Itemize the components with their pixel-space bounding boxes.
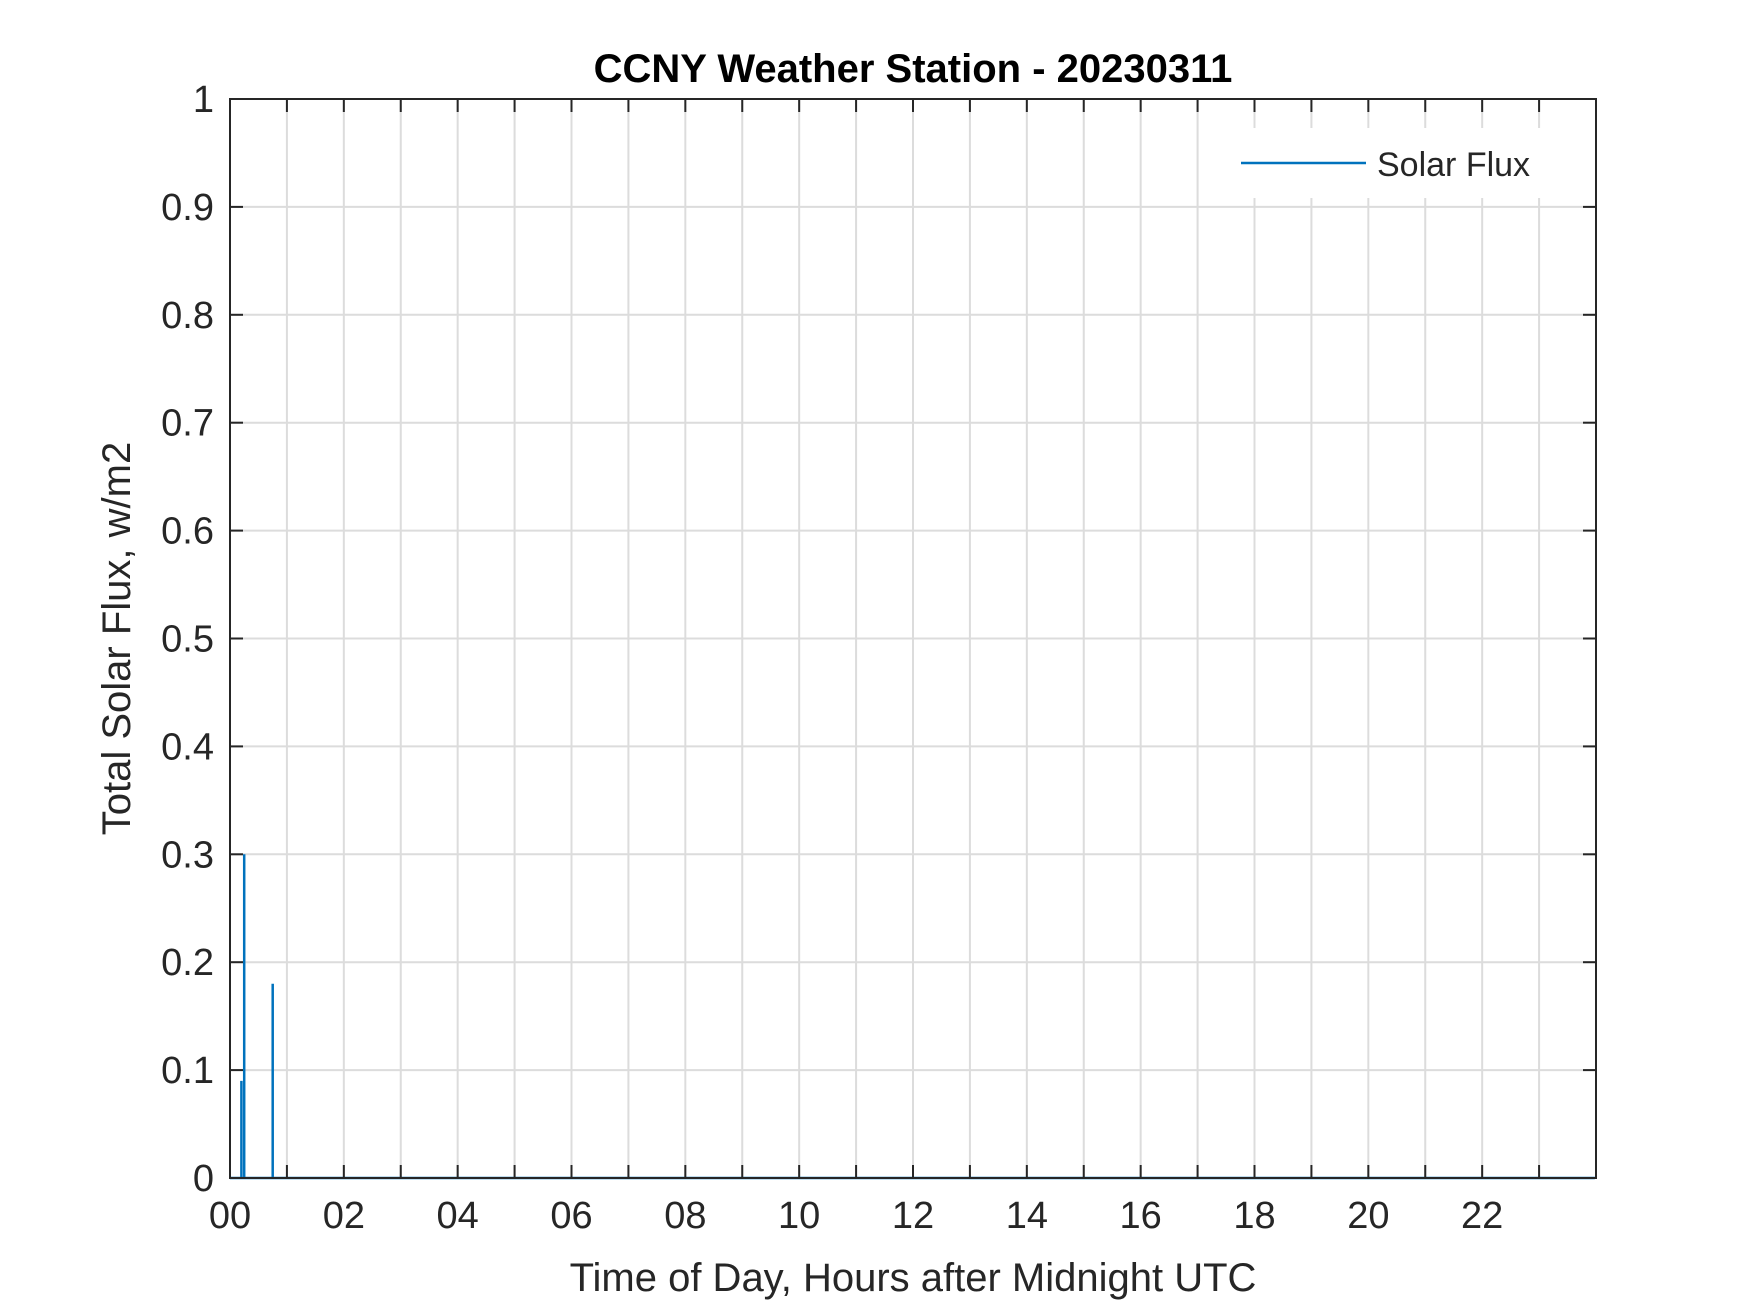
axes-box: [229, 98, 1597, 1179]
x-tick-label: 00: [209, 1195, 251, 1237]
x-tick-label: 18: [1233, 1195, 1275, 1237]
axis-ticks: [229, 98, 1596, 1179]
x-tick-label: 12: [892, 1195, 934, 1237]
chart-title: CCNY Weather Station - 20230311: [594, 47, 1233, 91]
x-axis-label: Time of Day, Hours after Midnight UTC: [570, 1256, 1257, 1300]
y-tick-label: 0.7: [161, 403, 214, 445]
x-tick-label: 20: [1347, 1195, 1389, 1237]
legend: Solar Flux: [1228, 128, 1558, 198]
legend-label-solar-flux: Solar Flux: [1377, 146, 1530, 184]
x-tick-label: 08: [664, 1195, 706, 1237]
x-tick-label: 14: [1006, 1195, 1048, 1237]
y-tick-label: 0: [193, 1158, 214, 1200]
y-tick-label: 0.6: [161, 511, 214, 553]
tick-labels: 00 02 04 06 08 10 12 14 16 18 20 22 0 0.1 0.2 0.3 0.4 0.5…: [161, 79, 1503, 1237]
y-tick-label: 0.3: [161, 834, 214, 876]
grid: [230, 99, 1596, 1178]
x-tick-label: 04: [437, 1195, 479, 1237]
x-tick-label: 10: [778, 1195, 820, 1237]
y-tick-label: 0.2: [161, 942, 214, 984]
x-tick-label: 16: [1120, 1195, 1162, 1237]
x-tick-label: 22: [1461, 1195, 1503, 1237]
x-tick-label: 06: [550, 1195, 592, 1237]
y-tick-label: 0.8: [161, 295, 214, 337]
y-tick-label: 1: [193, 79, 214, 121]
y-tick-label: 0.4: [161, 726, 214, 768]
y-tick-label: 0.5: [161, 619, 214, 661]
y-axis-label: Total Solar Flux, w/m2: [95, 442, 139, 835]
y-tick-label: 0.1: [161, 1050, 214, 1092]
x-tick-label: 02: [323, 1195, 365, 1237]
y-tick-label: 0.9: [161, 187, 214, 229]
